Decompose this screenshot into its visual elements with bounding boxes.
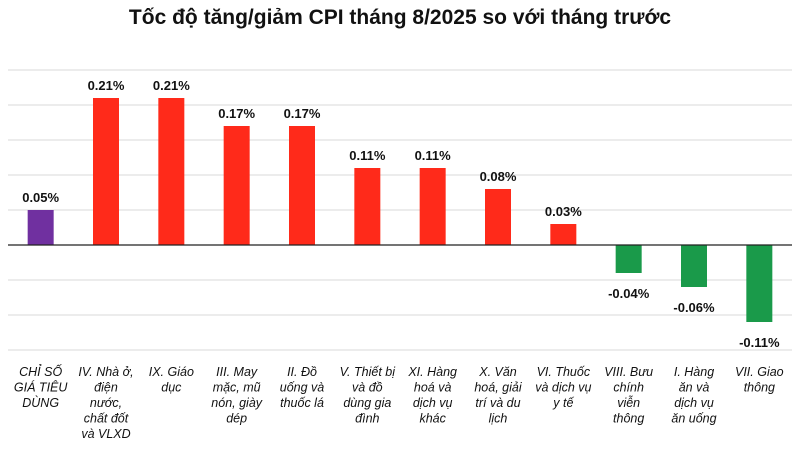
category-label: VIII. Bưu chính viễn thông <box>604 365 653 426</box>
data-label: 0.17% <box>218 106 255 121</box>
bar <box>615 245 642 273</box>
data-label: 0.21% <box>88 78 125 93</box>
bar <box>93 98 119 245</box>
data-label: 0.11% <box>349 148 386 163</box>
category-label: V. Thiết bị và đồ dùng gia đình <box>340 365 397 426</box>
data-label: 0.05% <box>22 190 59 205</box>
data-label: 0.08% <box>480 169 517 184</box>
category-label: II. Đồ uống và thuốc lá <box>280 365 325 410</box>
bar <box>419 168 446 245</box>
bar <box>158 98 185 245</box>
bar <box>550 224 577 245</box>
category-label: I. Hàng ăn và dịch vụ ăn uống <box>671 365 716 426</box>
category-label: XI. Hàng hoá và dịch vụ khác <box>407 365 457 426</box>
category-label: VII. Giao thông <box>735 365 784 395</box>
bar <box>681 245 707 287</box>
bar <box>485 189 511 245</box>
category-label: IV. Nhà ở, điện nước, chất đốt và VLXD <box>78 365 133 441</box>
data-label: 0.03% <box>545 204 582 219</box>
data-label: 0.17% <box>284 106 321 121</box>
data-label: -0.06% <box>673 300 715 315</box>
bars <box>27 98 773 322</box>
data-label: 0.11% <box>415 148 452 163</box>
bar <box>27 210 54 245</box>
category-label: IX. Giáo dục <box>149 365 194 395</box>
data-labels: 0.05% 0.21% 0.21% 0.17% 0.17% 0.11% 0.11% 0.08%… <box>22 78 780 350</box>
grid-lines <box>8 69 792 351</box>
category-label: X. Văn hoá, giải trí và du lịch <box>474 365 522 426</box>
bar <box>223 126 250 245</box>
category-label: III. May mặc, mũ nón, giày dép <box>211 365 262 426</box>
category-label: VI. Thuốc và dịch vụ y tế <box>535 365 591 410</box>
chart-title: Tốc độ tăng/giảm CPI tháng 8/2025 so với… <box>128 6 672 29</box>
data-label: 0.21% <box>153 78 190 93</box>
data-label: -0.04% <box>608 286 650 301</box>
category-label: CHỈ SỐ GIÁ TIÊU DÙNG <box>14 364 68 410</box>
bar <box>354 168 381 245</box>
bar <box>746 245 773 322</box>
bar <box>289 126 315 245</box>
data-label: -0.11% <box>739 335 780 350</box>
